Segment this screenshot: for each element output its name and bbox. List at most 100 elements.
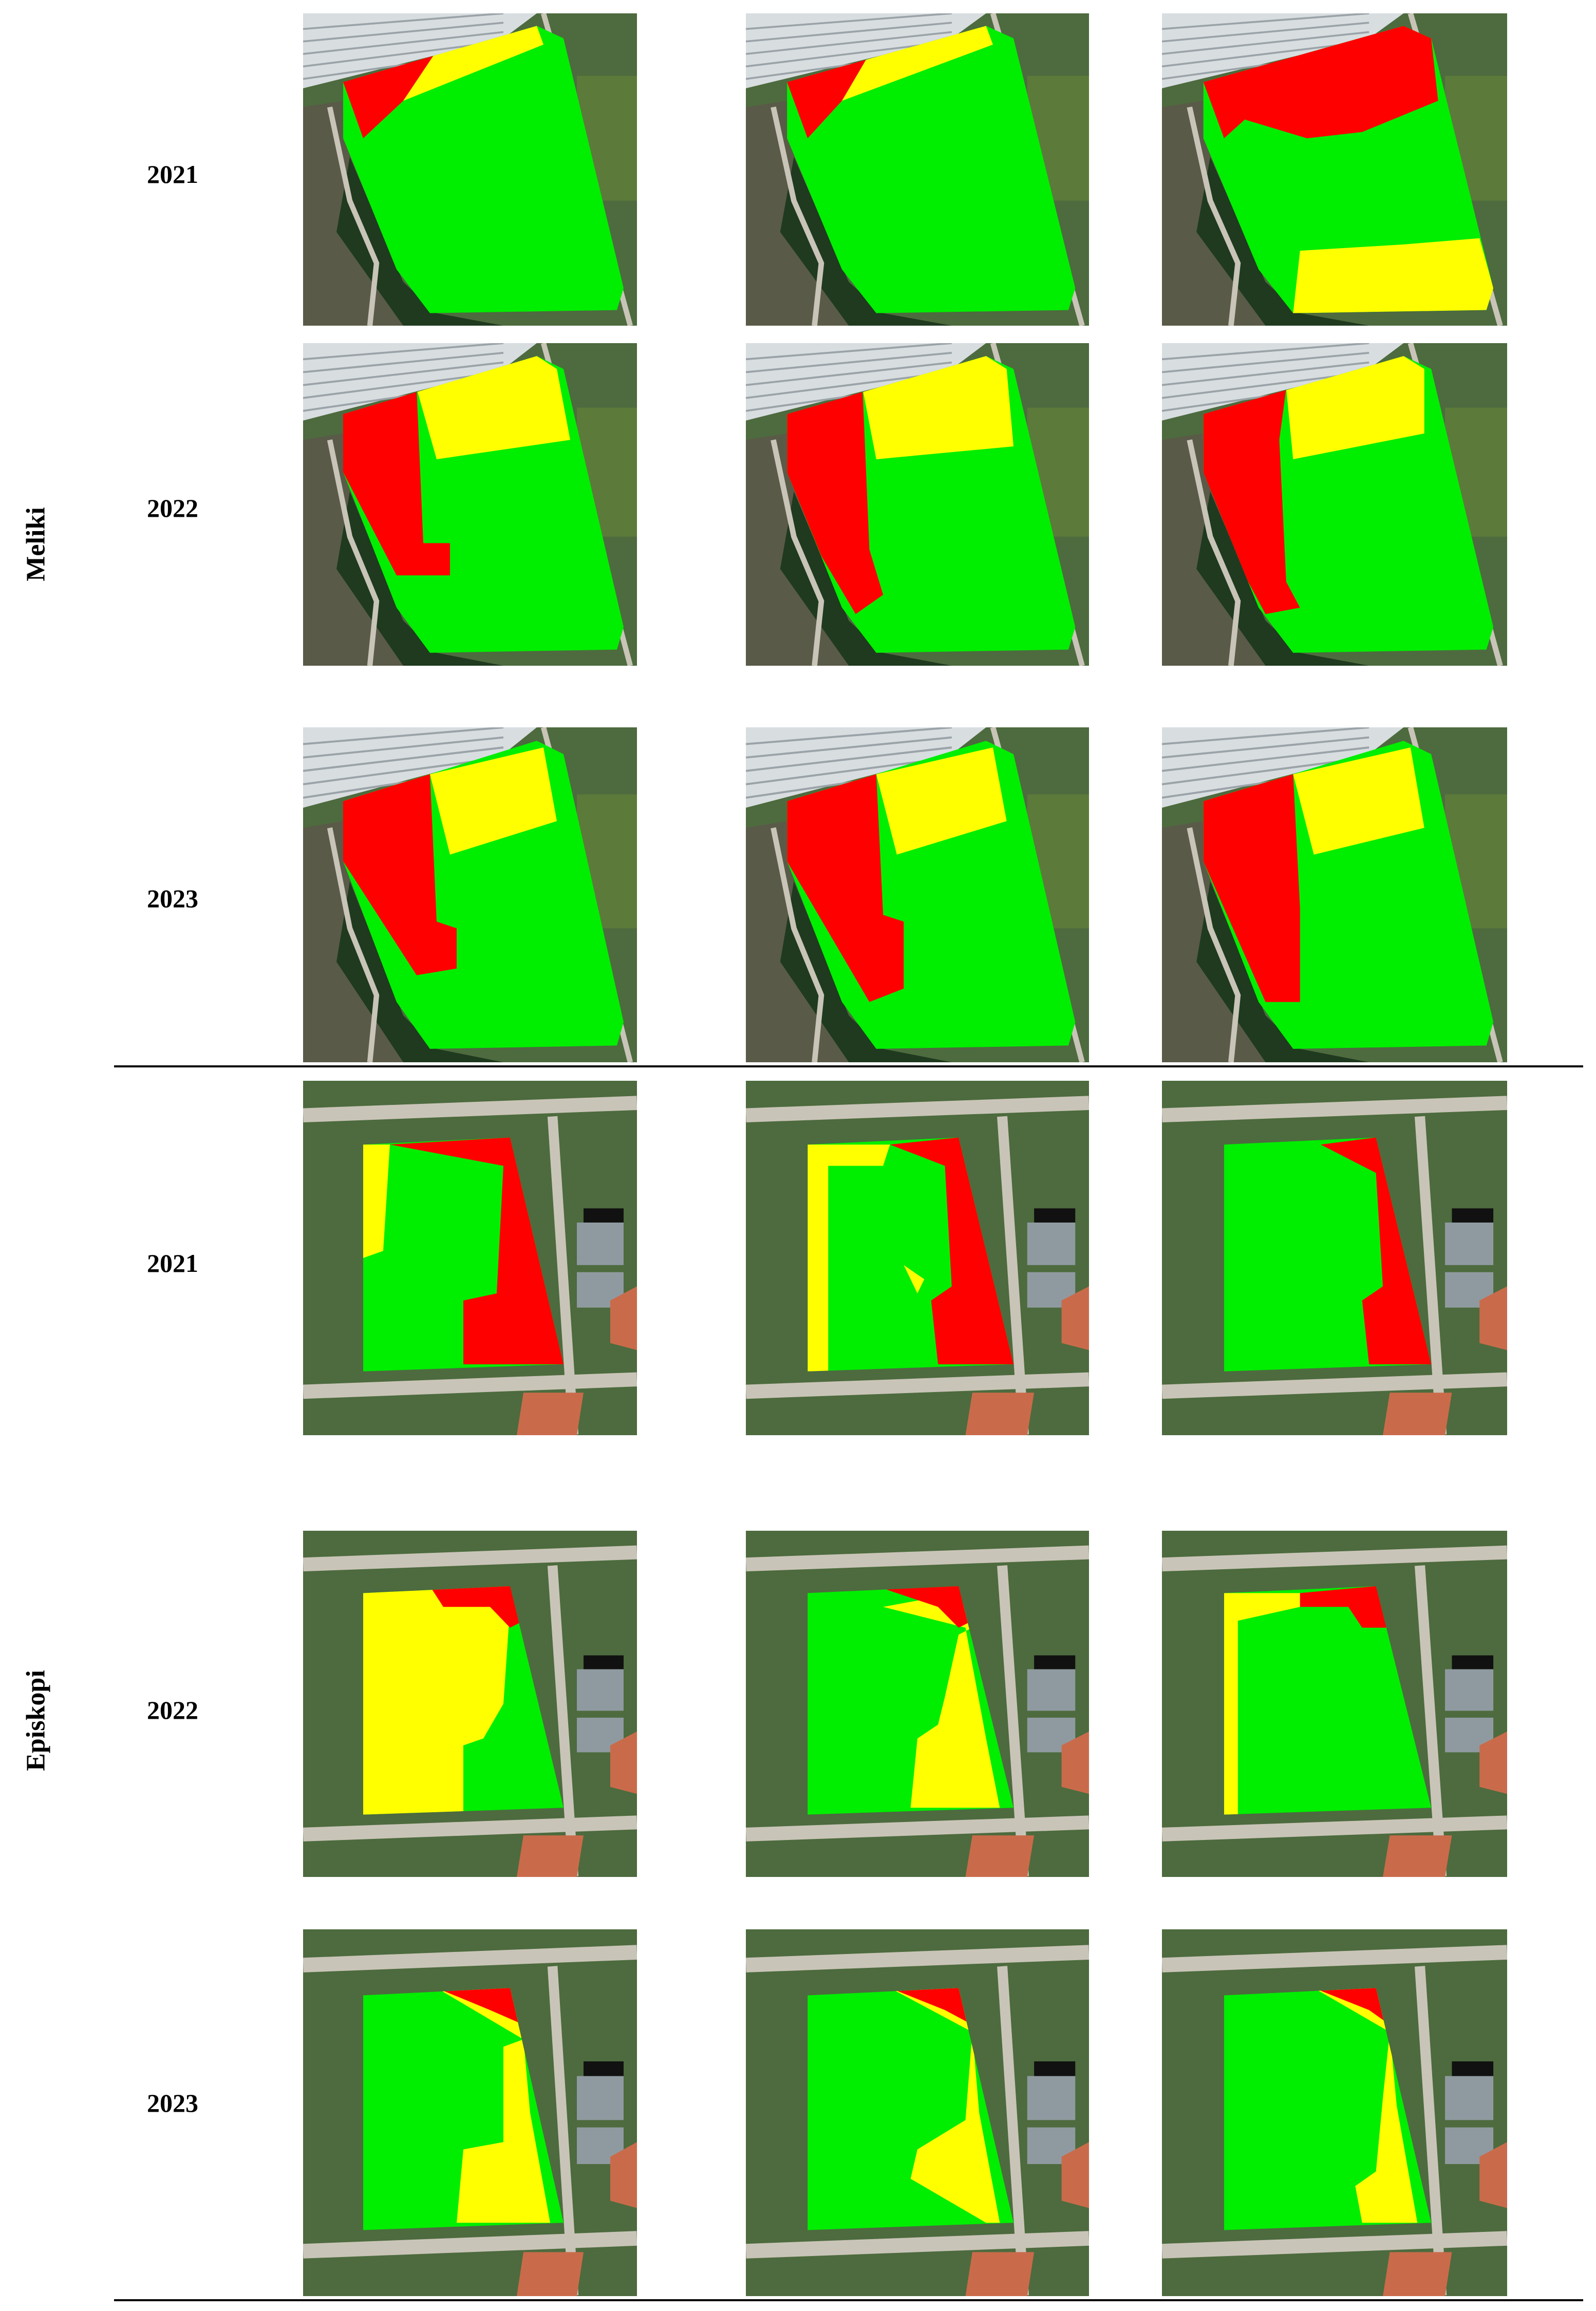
year-label: 2023	[147, 884, 198, 913]
map-tile-episkopi-2022-3	[1162, 1531, 1507, 1877]
shed-shadow	[584, 2061, 624, 2076]
road	[303, 1096, 637, 1123]
shed-building	[577, 2076, 624, 2120]
satellite-map	[746, 1929, 1089, 2296]
shed-shadow	[584, 1655, 624, 1669]
road	[746, 1815, 1089, 1842]
road	[303, 1945, 637, 1972]
shed-building	[1445, 1223, 1494, 1265]
satellite-map	[303, 1081, 637, 1435]
zone-low	[1203, 26, 1438, 139]
shed-shadow	[1452, 2061, 1494, 2076]
satellite-map	[746, 727, 1089, 1062]
greenhouse-area	[303, 13, 537, 88]
house-roof	[517, 1835, 584, 1877]
road	[1187, 106, 1241, 326]
map-tile-meliki-2021-1	[303, 13, 637, 326]
greenhouse-row	[746, 727, 952, 745]
greenhouse-row	[1162, 343, 1369, 361]
greenhouse-area	[1162, 13, 1404, 88]
map-tile-meliki-2021-2	[746, 13, 1089, 326]
shed-building	[577, 1669, 624, 1711]
greenhouse-row	[303, 13, 504, 30]
greenhouse-area	[746, 343, 986, 421]
house-roof	[1479, 2142, 1507, 2208]
greenhouse-row	[746, 746, 952, 772]
year-label: 2023	[147, 2089, 198, 2117]
shed-shadow	[584, 1208, 624, 1223]
zone-low	[787, 388, 884, 614]
satellite-map	[1162, 13, 1507, 326]
tree-line	[336, 157, 503, 326]
greenhouse-area	[303, 727, 537, 808]
map-tile-meliki-2023-3	[1162, 727, 1507, 1062]
zone-low	[890, 1988, 972, 2025]
greenhouse-area	[1162, 727, 1404, 808]
zone-medium	[363, 1144, 390, 1258]
road	[746, 1372, 1089, 1399]
road	[547, 1116, 579, 1435]
zone-low	[1321, 1137, 1432, 1364]
year-label: 2021	[147, 160, 198, 189]
road	[771, 106, 824, 326]
zone-high	[343, 26, 624, 313]
year-label: 2022	[147, 494, 198, 522]
road	[746, 2231, 1089, 2259]
road	[997, 1565, 1029, 1877]
greenhouse-row	[1162, 31, 1369, 55]
house-roof	[1383, 1835, 1452, 1877]
zone-medium	[876, 747, 1007, 855]
house-roof	[610, 1286, 637, 1350]
road	[303, 1815, 637, 1842]
satellite-map	[303, 727, 637, 1062]
shed-shadow	[1452, 1655, 1494, 1669]
road	[547, 1966, 579, 2296]
greenhouse-row	[746, 736, 952, 759]
greenhouse-row	[303, 351, 504, 373]
satellite-map	[746, 1531, 1089, 1877]
road	[997, 1966, 1029, 2296]
house-roof	[1061, 1286, 1089, 1350]
zone-medium	[883, 1593, 1000, 1808]
zone-low	[343, 774, 457, 975]
zone-medium	[1224, 1593, 1300, 1815]
road	[303, 1545, 637, 1572]
satellite-map	[303, 343, 637, 666]
tree-line	[780, 157, 952, 326]
greenhouse-row	[746, 13, 952, 30]
site-label-meliki: Meliki	[21, 507, 51, 581]
zone-low	[1203, 774, 1300, 1002]
shed-building	[1027, 2076, 1076, 2120]
house-roof	[1479, 1731, 1507, 1794]
road	[327, 827, 380, 1062]
greenhouse-row	[1162, 736, 1369, 759]
greenhouse-row	[303, 746, 504, 772]
map-tile-episkopi-2022-1	[303, 1531, 637, 1877]
year-label: 2021	[147, 1249, 198, 1277]
satellite-map	[303, 13, 637, 326]
greenhouse-area	[746, 13, 986, 88]
house-roof	[1061, 2142, 1089, 2208]
zone-medium	[437, 1988, 550, 2223]
house-roof	[965, 1393, 1035, 1435]
road	[771, 439, 824, 666]
greenhouse-row	[303, 343, 504, 361]
zone-high	[787, 26, 1076, 313]
house-roof	[517, 1393, 584, 1435]
house-roof	[610, 2142, 637, 2208]
road	[746, 1945, 1089, 1972]
house-roof	[1061, 1731, 1089, 1794]
greenhouse-row	[746, 343, 952, 361]
shed-shadow	[1034, 1655, 1076, 1669]
road	[1162, 1372, 1507, 1399]
road	[1162, 1945, 1507, 1972]
greenhouse-area	[1162, 343, 1404, 421]
zone-medium	[1286, 356, 1424, 460]
year-label: 2022	[147, 1696, 198, 1724]
zone-low	[343, 388, 450, 576]
zone-low	[430, 1586, 523, 1628]
road	[1162, 1815, 1507, 1842]
satellite-map	[303, 1929, 637, 2296]
site-label-episkopi: Episkopi	[21, 1670, 51, 1771]
shed-building	[1445, 1669, 1494, 1711]
